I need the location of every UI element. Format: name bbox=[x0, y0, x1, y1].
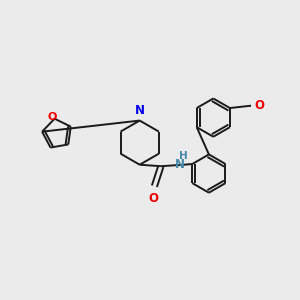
Text: H: H bbox=[179, 151, 188, 160]
Text: O: O bbox=[255, 99, 265, 112]
Text: N: N bbox=[175, 158, 185, 171]
Text: N: N bbox=[135, 104, 145, 117]
Text: O: O bbox=[47, 112, 57, 122]
Text: O: O bbox=[148, 191, 158, 205]
